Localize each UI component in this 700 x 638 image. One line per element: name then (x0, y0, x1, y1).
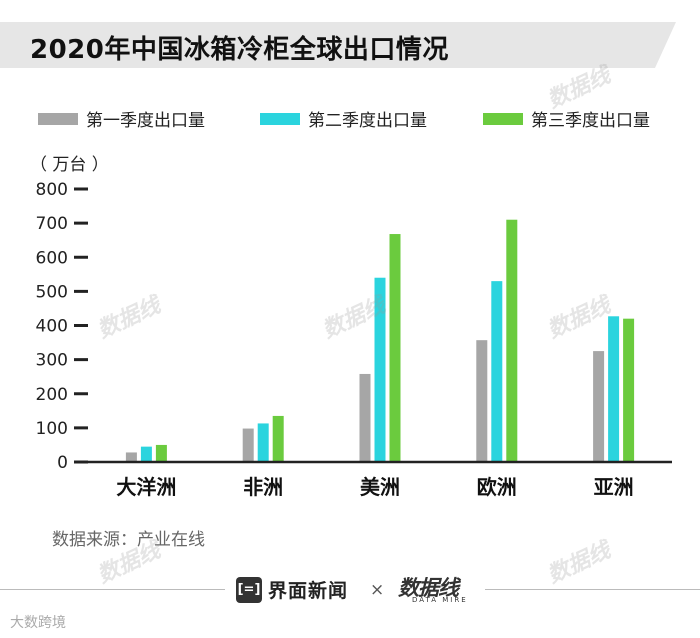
bar-3-美洲 (389, 234, 401, 462)
x-tick-label-非洲: 非洲 (243, 475, 283, 499)
bar-3-欧洲 (506, 219, 518, 462)
y-tick-label-0: 0 (57, 453, 68, 473)
legend-item-q3: 第三季度出口量 (483, 106, 650, 131)
brand-logo-icon: [=] (236, 576, 262, 603)
legend-label-q3: 第三季度出口量 (531, 111, 650, 131)
legend-swatch-q3 (483, 112, 523, 125)
footer-times-sign: × (370, 580, 385, 600)
y-tick-label-500: 500 (36, 282, 68, 302)
bar-1-大洋洲 (125, 452, 137, 462)
y-tick-label-200: 200 (36, 385, 68, 405)
y-tick-label-400: 400 (36, 317, 68, 337)
footer-divider-right (485, 589, 700, 590)
bar-3-非洲 (272, 415, 284, 462)
x-tick-label-亚洲: 亚洲 (594, 475, 634, 499)
bar-3-大洋洲 (155, 444, 167, 462)
bar-1-亚洲 (593, 351, 605, 462)
title-banner (0, 22, 676, 68)
footer-datamire-sub: DATA MIRE (412, 596, 468, 604)
legend: 第一季度出口量 第二季度出口量 第三季度出口量 (0, 106, 700, 131)
footer-divider-left (0, 589, 225, 590)
legend-label-q1: 第一季度出口量 (86, 111, 205, 131)
y-tick-label-600: 600 (36, 248, 68, 268)
bar-2-亚洲 (608, 316, 620, 462)
brand-name: 界面新闻 (268, 580, 349, 602)
bar-3-亚洲 (623, 318, 635, 462)
y-tick-label-700: 700 (36, 214, 68, 234)
title-banner-shape (0, 22, 676, 68)
x-tick-label-美洲: 美洲 (360, 475, 400, 499)
x-tick-label-欧洲: 欧洲 (477, 475, 517, 499)
legend-swatch-q1 (38, 112, 78, 125)
bar-chart: 0 100 200 300 400 500 600 700 800 大洋洲 非洲 美洲 欧洲 亚洲 (36, 180, 672, 499)
corner-watermark: 大数跨境 (10, 615, 66, 631)
legend-swatch-q2 (260, 112, 300, 125)
y-axis-unit: （ 万台 ） (30, 155, 109, 175)
y-tick-label-300: 300 (36, 351, 68, 371)
bar-2-美洲 (374, 277, 386, 462)
x-tick-label-大洋洲: 大洋洲 (116, 475, 176, 499)
legend-item-q2: 第二季度出口量 (260, 106, 427, 131)
bar-2-大洋洲 (140, 446, 152, 462)
data-source: 数据来源：产业在线 (52, 530, 205, 550)
y-tick-label-100: 100 (36, 419, 68, 439)
y-tick-label-800: 800 (36, 180, 68, 200)
bar-1-美洲 (359, 373, 371, 462)
footer: [=] 界面新闻 × 数据线 DATA MIRE (0, 570, 700, 610)
bar-2-欧洲 (491, 281, 503, 462)
legend-item-q1: 第一季度出口量 (38, 106, 205, 131)
legend-label-q2: 第二季度出口量 (308, 111, 427, 131)
footer-brand: [=] 界面新闻 (236, 576, 348, 603)
footer-datamire-logo: 数据线 (398, 576, 459, 600)
bar-1-欧洲 (476, 340, 488, 462)
bar-1-非洲 (242, 428, 254, 462)
chart-title: 2020年中国冰箱冷柜全球出口情况 (30, 35, 449, 65)
bar-2-非洲 (257, 423, 269, 462)
